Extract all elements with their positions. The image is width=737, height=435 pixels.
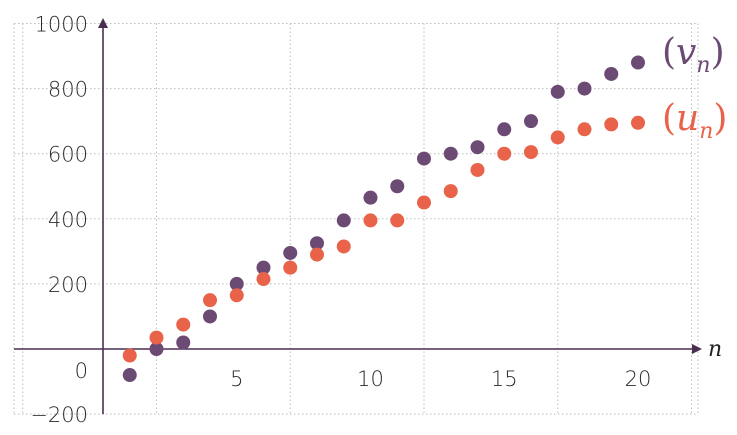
y-tick-label: 600 <box>48 143 88 167</box>
legend: (vn) (un) <box>662 32 727 144</box>
point-v <box>524 114 538 129</box>
point-v <box>283 245 298 260</box>
point-u <box>176 317 191 332</box>
point-u <box>310 247 324 262</box>
point-u <box>336 239 351 254</box>
point-u <box>283 260 298 275</box>
x-tick-label: 20 <box>625 367 652 391</box>
point-v <box>256 260 271 275</box>
point-u <box>470 162 485 177</box>
point-u <box>122 348 137 363</box>
y-tick-label: 400 <box>48 208 88 232</box>
point-v <box>176 335 191 350</box>
legend-entry-u: (un) <box>662 98 727 144</box>
point-u <box>443 184 458 199</box>
point-u <box>256 272 271 287</box>
point-v <box>310 236 324 251</box>
y-tick-label: 1000 <box>35 13 88 37</box>
y-tick-label: 200 <box>48 273 88 297</box>
point-u <box>229 288 244 303</box>
point-u <box>363 213 378 228</box>
point-u <box>550 130 565 145</box>
point-u <box>604 117 619 132</box>
x-tick-label: 10 <box>357 367 384 391</box>
origin-label: 0 <box>75 359 88 383</box>
point-v <box>443 146 458 161</box>
point-v <box>470 140 485 155</box>
grid <box>13 23 699 415</box>
legend-u-close: ) <box>713 98 727 139</box>
point-v <box>417 151 431 166</box>
legend-u-sub: n <box>699 119 713 144</box>
x-tick-label: 15 <box>491 367 518 391</box>
y-tick-label: −200 <box>30 403 88 427</box>
point-v <box>577 81 592 96</box>
point-v <box>604 66 619 81</box>
point-v <box>390 179 405 194</box>
legend-u-open: ( <box>662 98 676 139</box>
x-tick-label: 5 <box>230 367 243 391</box>
point-u <box>631 115 645 130</box>
point-v <box>229 276 244 291</box>
point-u <box>524 145 538 160</box>
point-u <box>390 213 405 228</box>
point-u <box>417 195 431 210</box>
legend-v-letter: v <box>676 32 696 73</box>
point-v <box>631 55 645 70</box>
point-u <box>497 146 512 161</box>
legend-v-open: ( <box>662 32 676 73</box>
point-u <box>203 293 217 308</box>
y-tick-label: 800 <box>48 78 88 102</box>
point-v <box>363 190 378 205</box>
point-u <box>577 122 592 137</box>
point-v <box>550 84 565 99</box>
point-u <box>149 330 164 345</box>
axes <box>14 18 702 415</box>
point-v <box>336 213 351 228</box>
legend-v-sub: n <box>696 53 710 78</box>
legend-u-letter: u <box>676 98 699 139</box>
point-v <box>203 309 217 324</box>
legend-entry-v: (vn) <box>662 32 725 78</box>
x-axis-label: n <box>708 337 722 362</box>
tick-labels: 5 10 15 20 −200 200 400 600 800 1000 <box>30 13 651 428</box>
point-v <box>122 368 137 383</box>
legend-v-close: ) <box>711 32 725 73</box>
point-v <box>497 122 512 137</box>
point-v <box>149 342 164 356</box>
data-points <box>122 55 645 383</box>
